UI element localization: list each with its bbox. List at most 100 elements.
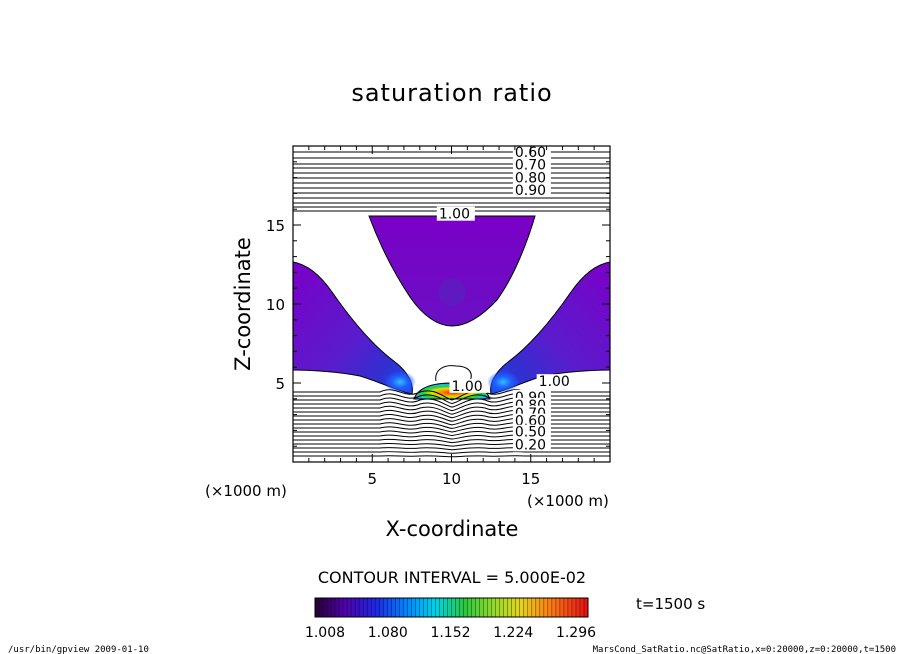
lower-contour-line	[293, 405, 610, 415]
y-axis-label: Z-coordinate	[231, 237, 255, 371]
colorbar-tick-label: 1.224	[493, 625, 533, 641]
contour-label-bg	[512, 157, 551, 172]
lower-contour-line	[293, 397, 610, 408]
colorbar-swatch	[427, 598, 432, 617]
colorbar-swatch	[503, 598, 509, 617]
colorbar-swatch	[555, 598, 561, 617]
y-tick-label: 15	[266, 217, 285, 235]
lower-contour-line	[293, 426, 610, 433]
contour-line-labels: 0.600.700.800.901.001.001.000.900.800.70…	[436, 146, 575, 453]
lower-contour-line	[293, 447, 610, 451]
upper-contour-line	[293, 197, 610, 199]
colorbar-swatch	[451, 598, 456, 617]
colorbar-swatch	[411, 598, 416, 617]
colorbar-frame	[314, 597, 589, 618]
colorbar-swatch	[419, 598, 424, 617]
colorbar-swatch	[435, 598, 440, 617]
colorbar-swatch	[415, 598, 420, 617]
colorbar-tick-label: 1.008	[305, 625, 345, 641]
colorbar-swatch	[399, 598, 404, 617]
upper-contour-line	[293, 192, 610, 194]
colorbar-swatch	[323, 598, 328, 617]
colorbar-swatch	[315, 598, 320, 617]
contour-label: 1.00	[439, 207, 470, 223]
contour-label-bg	[449, 378, 488, 393]
colorbar-swatch	[467, 598, 472, 617]
upper-contour-lines	[293, 151, 610, 212]
x-tick-label: 15	[521, 470, 540, 488]
lower-contour-line	[293, 430, 610, 437]
colorbar-swatch	[507, 598, 513, 617]
colorbar-swatch	[491, 598, 496, 617]
lower-contour-line	[293, 438, 610, 444]
contour-label-bg	[436, 206, 475, 221]
colorbar-swatch	[519, 598, 525, 617]
lower-contour-line	[293, 414, 610, 422]
colorbar-swatch	[551, 598, 557, 617]
colorbar-swatch	[423, 598, 428, 617]
contour-label-bg	[512, 146, 551, 160]
upper-contour-line	[293, 182, 610, 184]
contour-label-bg	[536, 374, 575, 389]
contour-label: 0.80	[515, 170, 546, 186]
colorbar-swatch	[511, 598, 517, 617]
colorbar-tick-label: 1.296	[556, 625, 596, 641]
colorbar-swatch	[471, 598, 476, 617]
footer-right: MarsCond_SatRatio.nc@SatRatio,x=0:20000,…	[593, 645, 896, 654]
lower-contour-line	[293, 418, 610, 426]
colorbar-swatch	[515, 598, 521, 617]
x-tick-label: 5	[367, 470, 377, 488]
colorbar-swatch	[355, 598, 360, 617]
colorbar-swatch	[403, 598, 408, 617]
colorbar-swatch	[527, 598, 533, 617]
chart-title: saturation ratio	[351, 79, 552, 107]
contour-label: 0.50	[515, 425, 546, 441]
lower-contour-line	[293, 401, 610, 412]
plot-area: 0.600.700.800.901.001.001.000.900.800.70…	[293, 146, 610, 458]
contour-label-bg	[512, 424, 551, 439]
lower-contour-line	[293, 389, 610, 401]
colorbar-swatch	[431, 598, 436, 617]
colorbar-swatch	[339, 598, 344, 617]
upper-saturated-region	[368, 215, 536, 327]
axis-tick-labels: 5 10 15 5 10 15	[266, 217, 540, 488]
lower-contour-line	[293, 409, 610, 419]
lower-contour-line	[293, 434, 610, 440]
colorbar-swatch	[439, 598, 444, 617]
colorbar-swatch	[483, 598, 488, 617]
colorbar-swatch	[343, 598, 348, 617]
colorbar-swatch	[347, 598, 352, 617]
lower-contour-line	[293, 393, 610, 405]
x-tick-label: 10	[442, 470, 461, 488]
colorbar-swatch	[379, 598, 384, 617]
colorbar-swatch	[479, 598, 484, 617]
x-axis-label: X-coordinate	[386, 517, 519, 541]
footer-left: /usr/bin/gpview 2009-01-10	[8, 645, 149, 654]
colorbar	[314, 598, 589, 617]
colorbar-swatch	[455, 598, 460, 617]
colorbar-swatch	[383, 598, 388, 617]
axis-ticks	[293, 146, 610, 462]
upper-contour-line	[293, 187, 610, 189]
lower-contour-line	[293, 422, 610, 429]
colorbar-swatch	[375, 598, 380, 617]
y-tick-label: 10	[266, 296, 285, 314]
lower-contour-line	[293, 451, 610, 454]
colorbar-swatch	[583, 598, 589, 617]
contour-label: 1.00	[539, 374, 570, 390]
upper-contour-line	[293, 151, 610, 153]
upper-contour-line	[293, 157, 610, 159]
colorbar-swatch	[327, 598, 332, 617]
colorbar-tick-label: 1.080	[368, 625, 408, 641]
colorbar-swatch	[523, 598, 529, 617]
contour-interval-label: CONTOUR INTERVAL = 5.000E-02	[318, 568, 586, 587]
contour-label-bg	[512, 182, 551, 197]
colorbar-swatch	[563, 598, 569, 617]
colorbar-swatch	[351, 598, 356, 617]
upper-contour-line	[293, 163, 610, 165]
colorbar-swatch	[443, 598, 448, 617]
colorbar-swatch	[463, 598, 468, 617]
colorbar-swatch	[371, 598, 376, 617]
lower-contour-lines	[293, 389, 610, 458]
